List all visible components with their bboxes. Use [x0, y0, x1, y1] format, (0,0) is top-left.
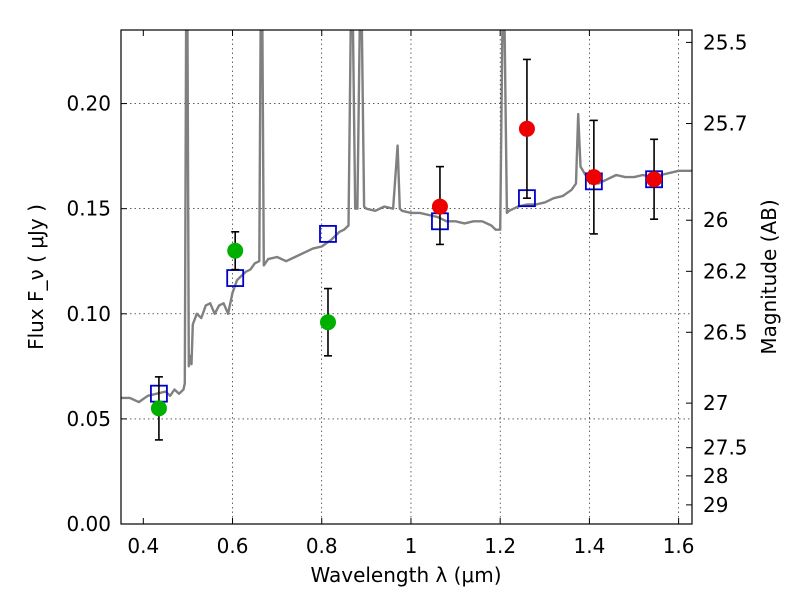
observed-point — [227, 242, 244, 259]
observed-point — [646, 171, 663, 188]
plot-frame — [120, 29, 693, 525]
y-tick-label: 0.05 — [66, 407, 111, 431]
y-tick-label: 0.00 — [66, 512, 111, 536]
mag-tick-label: 26.2 — [703, 259, 748, 283]
mag-tick-label: 27 — [703, 391, 728, 415]
mag-tick-label: 26 — [703, 208, 728, 232]
mag-tick-label: 25.5 — [703, 30, 748, 54]
y-tick-label: 0.10 — [66, 302, 111, 326]
y-axis-label: Flux F_ν ( μJy ) — [24, 204, 48, 350]
mag-tick-label: 27.5 — [703, 436, 748, 460]
spectrum-layer — [121, 30, 692, 404]
observed-point — [518, 120, 535, 137]
mag-tick-label: 28 — [703, 464, 728, 488]
observed-point — [585, 169, 602, 186]
x-tick-label: 1 — [405, 534, 418, 558]
x-tick-label: 1.2 — [484, 534, 516, 558]
x-tick-label: 1.4 — [573, 534, 605, 558]
y-axis-left: 0.00 0.05 0.10 0.15 0.20 — [66, 92, 127, 536]
plot-area — [121, 30, 692, 524]
y-axis-right-label: Magnitude (AB) — [757, 199, 781, 354]
x-axis-label: Wavelength λ (μm) — [310, 563, 501, 587]
mag-tick-label: 26.5 — [703, 320, 748, 344]
x-tick-label: 1.6 — [663, 534, 695, 558]
observed-point — [319, 314, 336, 331]
mag-tick-label: 29 — [703, 493, 728, 517]
marker-layer — [150, 58, 663, 441]
x-tick-label: 0.8 — [306, 534, 338, 558]
y-axis-right-magnitude: 25.5 25.7 26 26.2 26.5 27 27.5 28 29 — [686, 30, 748, 517]
model-square-marker — [319, 225, 337, 243]
x-tick-label: 0.4 — [127, 534, 159, 558]
observed-point — [431, 198, 448, 215]
grid-lines — [121, 30, 692, 524]
x-tick-label: 0.6 — [217, 534, 249, 558]
mag-tick-label: 25.7 — [703, 112, 748, 136]
x-axis: 0.4 0.6 0.8 1 1.2 1.4 1.6 — [127, 30, 695, 558]
y-tick-label: 0.15 — [66, 197, 111, 221]
spectrum-line — [121, 30, 692, 404]
y-tick-label: 0.20 — [66, 92, 111, 116]
observed-point — [150, 400, 167, 417]
